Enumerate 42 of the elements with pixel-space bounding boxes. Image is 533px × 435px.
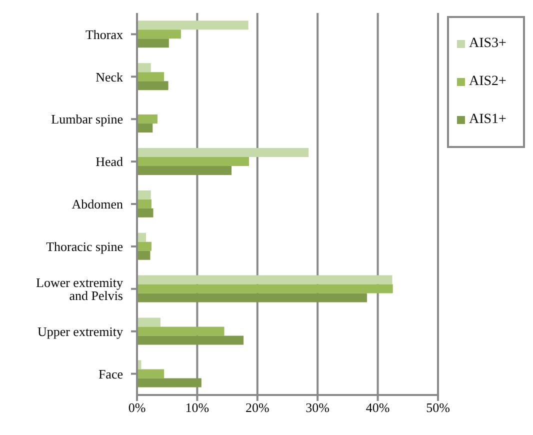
- bar: [137, 284, 393, 294]
- y-tick-label: Thoracic spine: [46, 239, 124, 254]
- bar: [137, 166, 232, 175]
- y-tick-label: Abdomen: [72, 196, 124, 212]
- bar: [137, 242, 152, 251]
- bar: [137, 293, 367, 302]
- bar: [137, 124, 153, 133]
- bar: [137, 336, 244, 345]
- bar: [137, 275, 392, 284]
- x-tick-label: 40%: [366, 400, 390, 416]
- bar: [137, 369, 164, 378]
- bar: [137, 190, 151, 200]
- bar: [137, 38, 169, 48]
- bar: [137, 63, 151, 72]
- bar: [137, 378, 202, 388]
- y-tick-label: Neck: [96, 69, 124, 84]
- legend-label: AIS1+: [469, 112, 506, 128]
- bar: [137, 81, 168, 90]
- x-tick-label: 20%: [245, 400, 270, 416]
- bar: [137, 30, 181, 39]
- bar: [137, 318, 160, 327]
- x-tick-label: 10%: [185, 400, 210, 416]
- y-tick-label: Face: [98, 366, 124, 382]
- y-tick-label: Upper extremity: [37, 324, 124, 339]
- x-tick-label: 0%: [128, 400, 146, 416]
- y-tick-label: Head: [96, 154, 124, 170]
- bar: [137, 199, 152, 208]
- bar: [137, 20, 248, 30]
- legend-label: AIS3+: [469, 36, 506, 52]
- y-tick-label: Lower extremity and Pelvis: [36, 275, 124, 304]
- bar: [137, 148, 309, 157]
- bar: [137, 250, 150, 260]
- y-tick-label: Lumbar spine: [51, 112, 124, 127]
- legend-label: AIS2+: [469, 74, 506, 90]
- x-tick-label: 30%: [306, 400, 330, 416]
- bar: [137, 156, 249, 166]
- bar: [137, 326, 224, 336]
- bar: [137, 72, 164, 82]
- bar: [137, 114, 158, 124]
- bar: [137, 208, 154, 218]
- y-tick-label: Thorax: [85, 26, 124, 42]
- x-tick-label: 50%: [426, 400, 450, 416]
